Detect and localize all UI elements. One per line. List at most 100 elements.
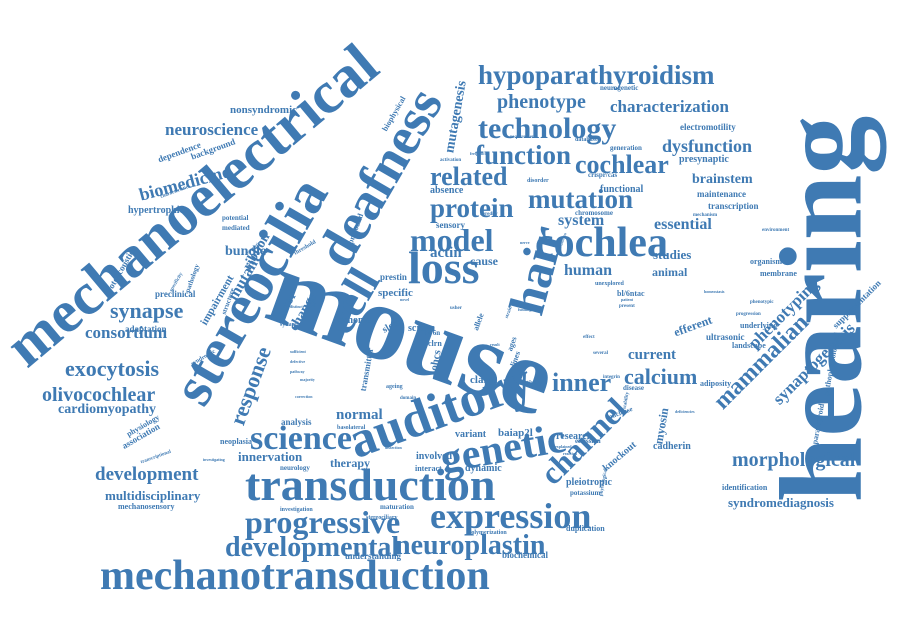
word-duplication: duplication	[566, 524, 605, 533]
word-specific: specific	[378, 287, 413, 299]
word-majority: majority	[300, 377, 315, 382]
word-sufficient: sufficient	[290, 349, 306, 354]
word-domain: domain	[400, 396, 417, 401]
word-syndromediagnosis: syndromediagnosis	[728, 495, 834, 510]
word-novel: novel	[400, 297, 410, 302]
word-synapse: synapse	[110, 298, 184, 323]
word-emission: emission	[575, 437, 601, 445]
word-myosin: myosin	[651, 406, 672, 446]
word-progressive: progressive	[245, 504, 401, 540]
word-adiposity: adiposity	[700, 379, 732, 388]
word-organism: organism	[750, 257, 782, 266]
word-analysis: analysis	[281, 417, 312, 427]
word-dissection: dissection	[385, 445, 402, 450]
word-phenotype: phenotype	[497, 91, 586, 113]
word-electromotility: electromotility	[680, 122, 736, 132]
word-mutation: mutation	[528, 184, 634, 214]
word-current: current	[628, 347, 677, 363]
word-developmental: developmental	[225, 532, 400, 563]
word-genome: genome	[338, 315, 371, 326]
word-bundle: bundle	[225, 244, 267, 259]
word-cardiomyopathy: cardiomyopathy	[58, 402, 156, 417]
word-integrin: integrin	[603, 375, 620, 380]
word-related: related	[430, 162, 508, 191]
word-explained: explained	[555, 444, 572, 449]
word-nonsyndromic: nonsyndromic	[230, 104, 298, 116]
word-frequencies: frequencies	[470, 151, 490, 156]
word-dynamic: dynamic	[465, 463, 502, 474]
word-essential: essential	[654, 216, 712, 233]
word-patient: patient	[621, 297, 633, 302]
word-understanding: understanding	[345, 551, 402, 561]
word-underlying: underlying	[740, 321, 778, 330]
word-investigation: investigation	[280, 507, 313, 513]
word-deficiencies: deficiencies	[675, 409, 695, 414]
word-variant: variant	[455, 429, 487, 440]
word-mechanotransduction: mechanotransduction	[100, 553, 490, 599]
word-heredity: heredity	[480, 212, 498, 217]
word-development: development	[95, 464, 199, 485]
word-mechanism: mechanism	[693, 213, 718, 218]
word-neurogenetic: neurogenetic	[600, 84, 639, 92]
word-adaptation: adaptation	[125, 324, 167, 334]
word-multidisciplinary: multidisciplinary	[105, 488, 201, 503]
word-exocytosis: exocytosis	[65, 356, 160, 381]
word-inner: inner	[552, 368, 612, 397]
word-animal: animal	[652, 265, 688, 279]
word-potassium: potassium	[570, 489, 601, 497]
word-database: database	[575, 137, 598, 143]
word-disease: disease	[623, 384, 644, 392]
word-bl6n: bl/6n	[425, 329, 441, 337]
word-consortium: consortium	[85, 323, 168, 342]
word-human: human	[564, 262, 613, 279]
word-neuroplastin: neuroplastin	[395, 530, 546, 561]
word-funding: funding	[518, 307, 532, 312]
word-characterization: characterization	[610, 97, 729, 116]
word-hypoparathyroidism: hypoparathyroidism	[478, 60, 715, 90]
word-brainstem: brainstem	[692, 172, 753, 187]
word-mechanosensory: mechanosensory	[118, 502, 175, 511]
word-dysfunction: dysfunction	[662, 136, 753, 156]
word-system: system	[558, 212, 605, 229]
word-functional: functional	[600, 184, 644, 195]
word-requirement: requirement	[510, 135, 537, 140]
word-transduction: transduction	[245, 459, 496, 510]
word-stereociliary: stereociliary	[366, 515, 398, 521]
word-landscape: landscape	[732, 341, 766, 350]
word-environment: environment	[762, 228, 790, 233]
word-calcium: calcium	[624, 364, 698, 389]
word-polymerization: polymerization	[468, 530, 507, 536]
word-cause: cause	[470, 254, 498, 268]
word-cochlea: cochlea	[535, 220, 668, 266]
word-absence: absence	[430, 185, 464, 196]
word-bl6ntac: bl/6ntac	[617, 289, 645, 298]
word-present: present	[619, 304, 635, 309]
word-sensory: sensory	[436, 220, 465, 230]
word-loss: loss	[408, 242, 480, 293]
word-homeostasis: homeostasis	[704, 289, 725, 294]
word-distinct: distinct	[290, 304, 303, 309]
word-transcription: transcription	[708, 201, 759, 211]
word-baiap2l: baiap2l	[498, 427, 533, 439]
word-function: function	[475, 140, 572, 170]
word-synaptic: synaptic	[280, 322, 302, 328]
word-generation: generation	[610, 144, 642, 152]
word-ageing: ageing	[386, 384, 403, 390]
word-chromosome: chromosome	[575, 209, 613, 217]
word-effect: effect	[583, 335, 595, 340]
word-cochlear: cochlear	[575, 150, 669, 179]
word-pathway: pathway	[290, 369, 305, 374]
word-morphological: morphological	[732, 449, 856, 471]
word-science: science	[250, 420, 352, 457]
word-interact: interact	[415, 464, 442, 473]
word-olivocochlear: olivocochlear	[42, 384, 156, 406]
word-hypertrophic: hypertrophic	[128, 205, 184, 216]
word-research: research	[556, 431, 593, 442]
word-pleiotropic: pleiotropic	[566, 477, 612, 488]
word-mutagenesis: mutagenesis	[442, 79, 470, 155]
word-investigating: investigating	[203, 457, 225, 462]
word-clrn: clrn	[428, 339, 442, 348]
word-cadherin: cadherin	[653, 441, 691, 452]
word-presynaptic: presynaptic	[679, 154, 729, 165]
